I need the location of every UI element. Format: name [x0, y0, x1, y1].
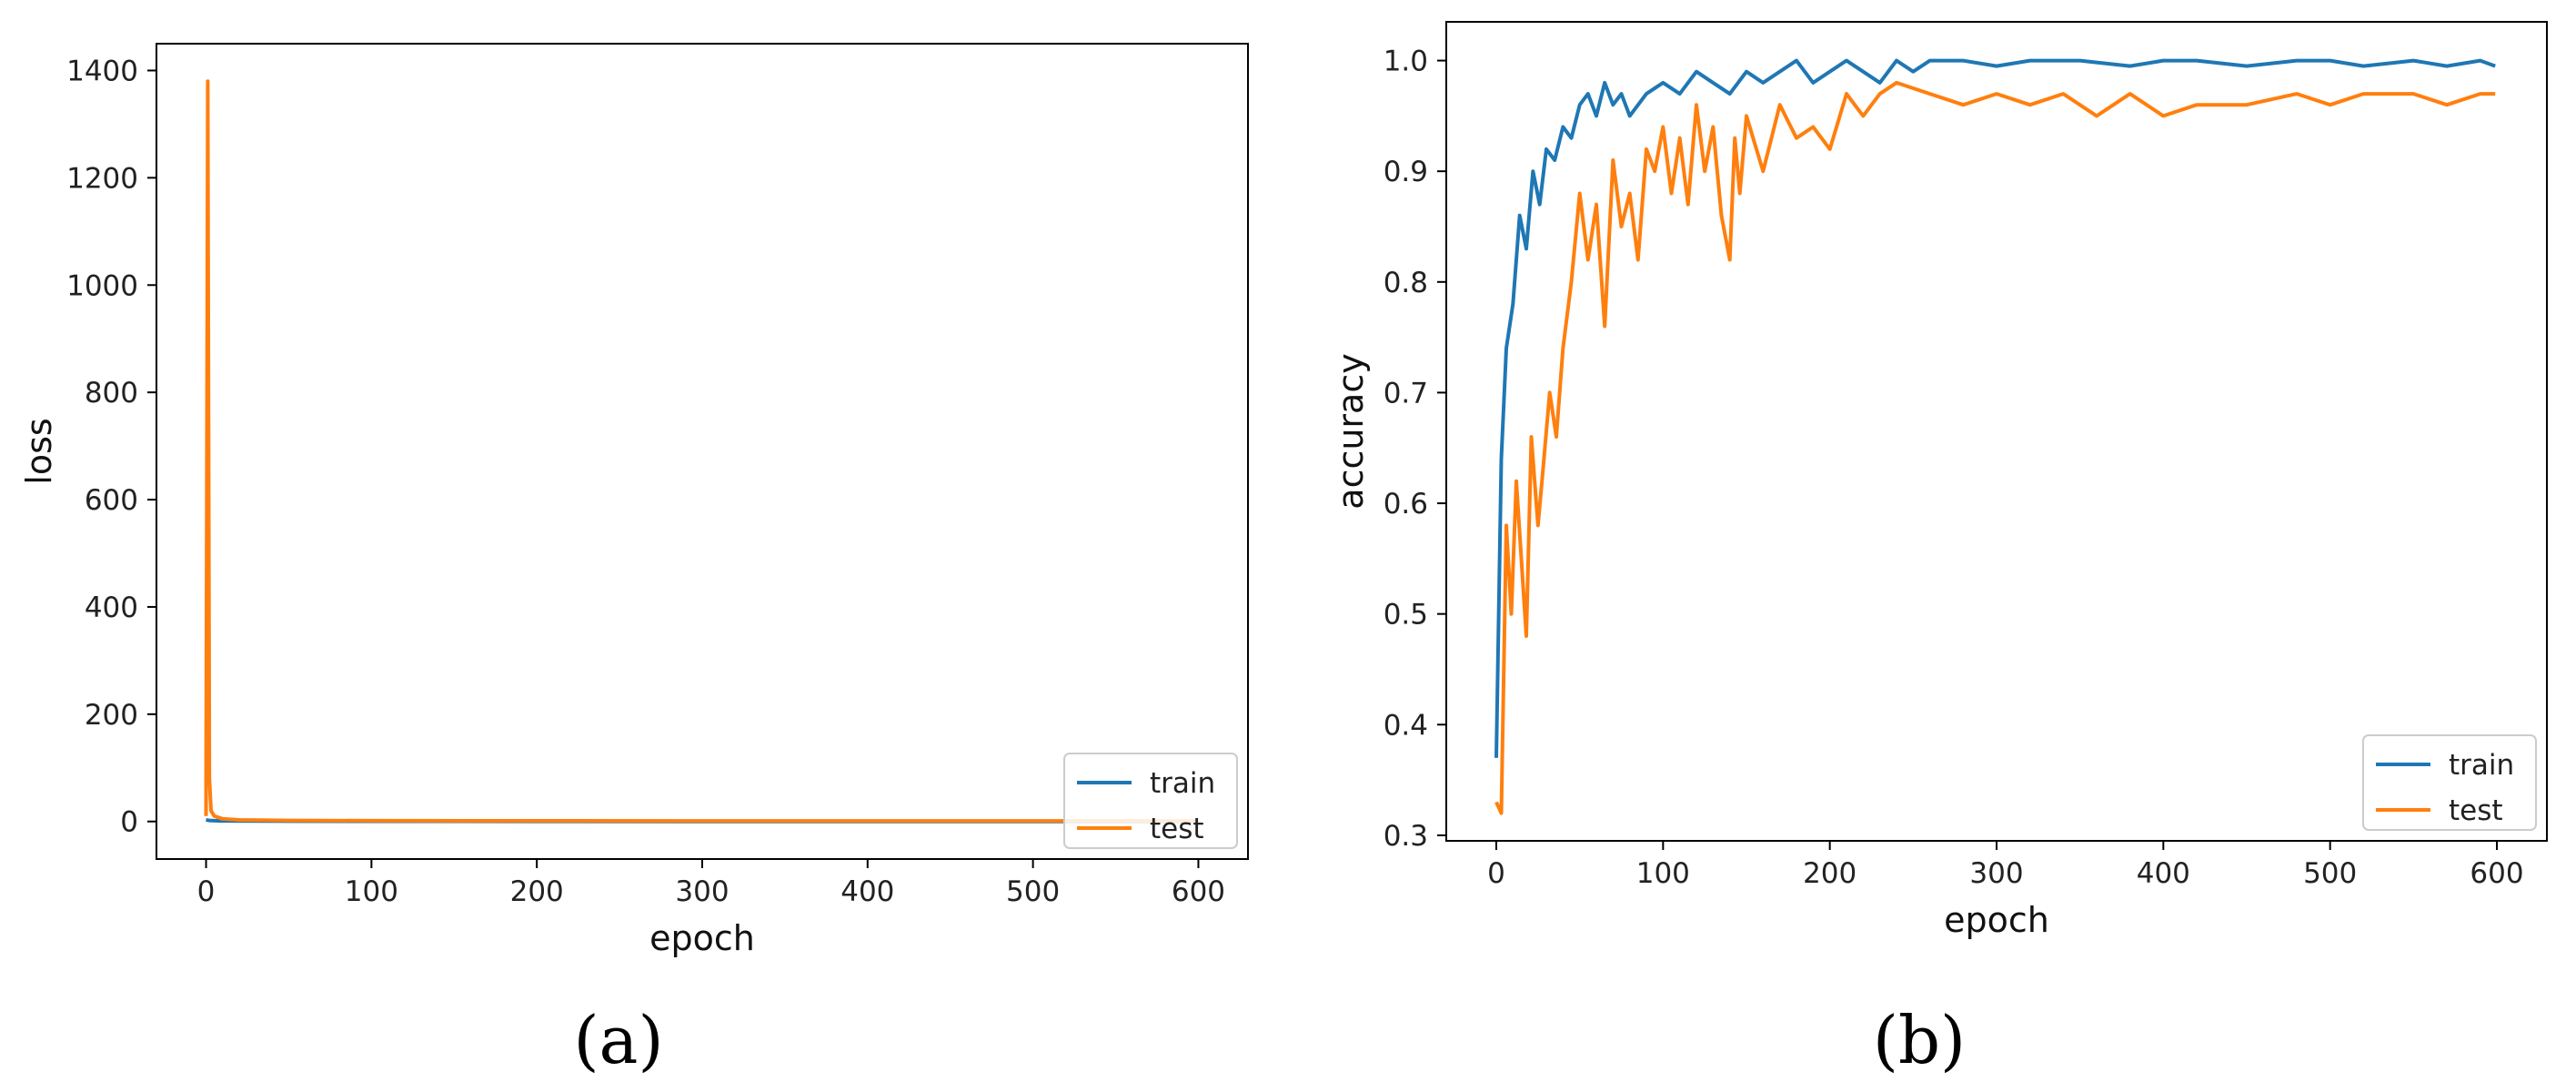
y-tick-label: 1.0: [1384, 46, 1428, 78]
x-tick-label: 0: [197, 875, 216, 908]
y-tick-label: 0: [120, 806, 138, 839]
x-tick-label: 500: [1006, 875, 1060, 908]
subfigure-caption: (b): [1873, 1002, 1966, 1078]
legend-box: [2362, 734, 2537, 831]
x-tick-label: 600: [2470, 857, 2523, 890]
series-line-test: [204, 79, 1197, 824]
y-tick-label: 0.3: [1384, 820, 1428, 853]
y-tick-label: 1400: [66, 55, 138, 87]
x-tick-label: 0: [1487, 857, 1505, 890]
y-tick-label: 1200: [66, 162, 138, 195]
y-tick-label: 200: [85, 699, 138, 732]
y-tick-label: 600: [85, 484, 138, 517]
legend-box: [1063, 753, 1238, 849]
chart-a-loss: 0 100 200 300 400 500 600 0 200 400 600 800 1000 1200…: [19, 43, 1249, 1078]
legend-label-test: test: [1150, 813, 1204, 845]
x-tick-label: 400: [2137, 857, 2190, 890]
x-tick-label: 200: [510, 875, 564, 908]
y-tick-label: 0.5: [1384, 599, 1428, 632]
y-tick-label: 400: [85, 592, 138, 624]
series-line-train: [1494, 58, 2496, 758]
legend-label-train: train: [2449, 749, 2514, 782]
y-tick-label: 0.8: [1384, 267, 1428, 299]
x-tick-label: 600: [1172, 875, 1225, 908]
y-tick-label: 1000: [66, 269, 138, 302]
y-tick-label: 0.9: [1384, 156, 1428, 188]
y-tick-label: 0.4: [1384, 709, 1428, 742]
x-tick-label: 100: [345, 875, 398, 908]
chart-b-accuracy: 0 100 200 300 400 500 600 0.3 0.4 0.5 0.6 0.7 0.8 0.9…: [1331, 21, 2548, 1078]
y-tick-label: 0.6: [1384, 488, 1428, 521]
x-axis-label: epoch: [1944, 900, 2049, 940]
legend-label-train: train: [1150, 767, 1215, 800]
y-axis-label: accuracy: [1331, 353, 1371, 509]
legend-label-test: test: [2449, 794, 2503, 827]
subfigure-caption: (a): [573, 1002, 663, 1078]
x-tick-label: 200: [1803, 857, 1857, 890]
y-axis-label: loss: [19, 418, 59, 484]
x-tick-label: 100: [1636, 857, 1690, 890]
x-axis-label: epoch: [649, 918, 755, 958]
x-tick-label: 500: [2303, 857, 2357, 890]
y-tick-label: 0.7: [1384, 377, 1428, 410]
series-line-test: [1494, 80, 2496, 815]
plot-frame: [1445, 21, 2548, 842]
y-tick-label: 800: [85, 377, 138, 410]
x-tick-label: 300: [1969, 857, 2023, 890]
plot-frame: [156, 43, 1249, 860]
x-tick-label: 300: [675, 875, 729, 908]
x-tick-label: 400: [840, 875, 894, 908]
